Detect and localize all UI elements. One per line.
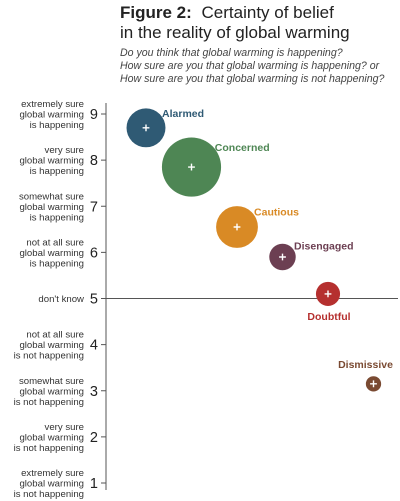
y-tick-label: is happening (30, 166, 84, 177)
segment-dismissive: Dismissive (338, 359, 393, 392)
y-tick-label: is not happening (14, 443, 84, 454)
segment-label-alarmed: Alarmed (162, 108, 204, 120)
segment-bubbles: Alarmed Concerned Cautious Disengaged Doubtf… (126, 108, 393, 392)
y-tick-value: 5 (90, 292, 98, 308)
y-tick-label: very sure (45, 422, 84, 433)
y-tick-label: is happening (30, 212, 84, 223)
plus-icon (142, 124, 150, 132)
y-tick-label: somewhat sure (19, 376, 84, 387)
y-tick-value: 6 (90, 245, 98, 261)
segment-disengaged: Disengaged (269, 241, 354, 271)
y-tick-label: global warming (19, 479, 84, 490)
y-tick-value: 9 (90, 107, 98, 123)
segment-cautious: Cautious (216, 206, 299, 248)
plus-icon (324, 290, 332, 298)
y-tick-label: is not happening (14, 397, 84, 408)
question-1: Do you think that global warming is happ… (120, 47, 343, 59)
plus-icon (233, 223, 241, 231)
figure-title-line2: in the reality of global warming (120, 23, 350, 42)
segment-concerned: Concerned (161, 137, 270, 197)
segment-label-concerned: Concerned (215, 142, 270, 154)
y-tick-label: is not happening (14, 489, 84, 500)
y-tick-label: is happening (30, 258, 84, 269)
y-tick-label: global warming (19, 432, 84, 443)
y-tick-label: not at all sure (26, 330, 84, 341)
y-tick-label: global warming (19, 202, 84, 213)
segment-alarmed: Alarmed (126, 108, 204, 148)
y-tick-label: very sure (45, 145, 84, 156)
plus-icon (188, 163, 195, 171)
segment-label-disengaged: Disengaged (294, 241, 354, 253)
y-tick-label: global warming (19, 248, 84, 259)
plus-icon (279, 253, 286, 261)
y-tick-label: global warming (19, 110, 84, 121)
y-tick-label: somewhat sure (19, 191, 84, 202)
question-2: How sure are you that global warming is … (120, 60, 380, 72)
segment-doubtful: Doubtful (307, 281, 351, 323)
y-tick-label: global warming (19, 156, 84, 167)
y-tick-label: global warming (19, 386, 84, 397)
segment-label-cautious: Cautious (254, 207, 299, 219)
y-tick-value: 8 (90, 153, 98, 169)
figure-label: Figure 2: (120, 3, 192, 22)
question-3: How sure are you that global warming is … (120, 73, 385, 85)
plus-icon (370, 380, 377, 388)
y-tick-label: global warming (19, 340, 84, 351)
y-tick-label: not at all sure (26, 237, 84, 248)
y-tick-value: 2 (90, 430, 98, 446)
y-tick-label: extremely sure (21, 468, 84, 479)
y-tick-value: 4 (90, 338, 98, 354)
figure-title: Figure 2: Certainty of belief (120, 3, 334, 22)
y-tick-value: 1 (90, 476, 98, 492)
y-tick-value: 7 (90, 199, 98, 215)
segment-label-dismissive: Dismissive (338, 359, 393, 371)
y-tick-label: is happening (30, 120, 84, 131)
y-tick-label: don't know (38, 294, 84, 305)
y-tick-label: extremely sure (21, 99, 84, 110)
figure-title-line1: Certainty of belief (202, 3, 335, 22)
y-tick-value: 3 (90, 384, 98, 400)
y-tick-label: is not happening (14, 351, 84, 362)
segment-label-doubtful: Doubtful (307, 311, 350, 323)
